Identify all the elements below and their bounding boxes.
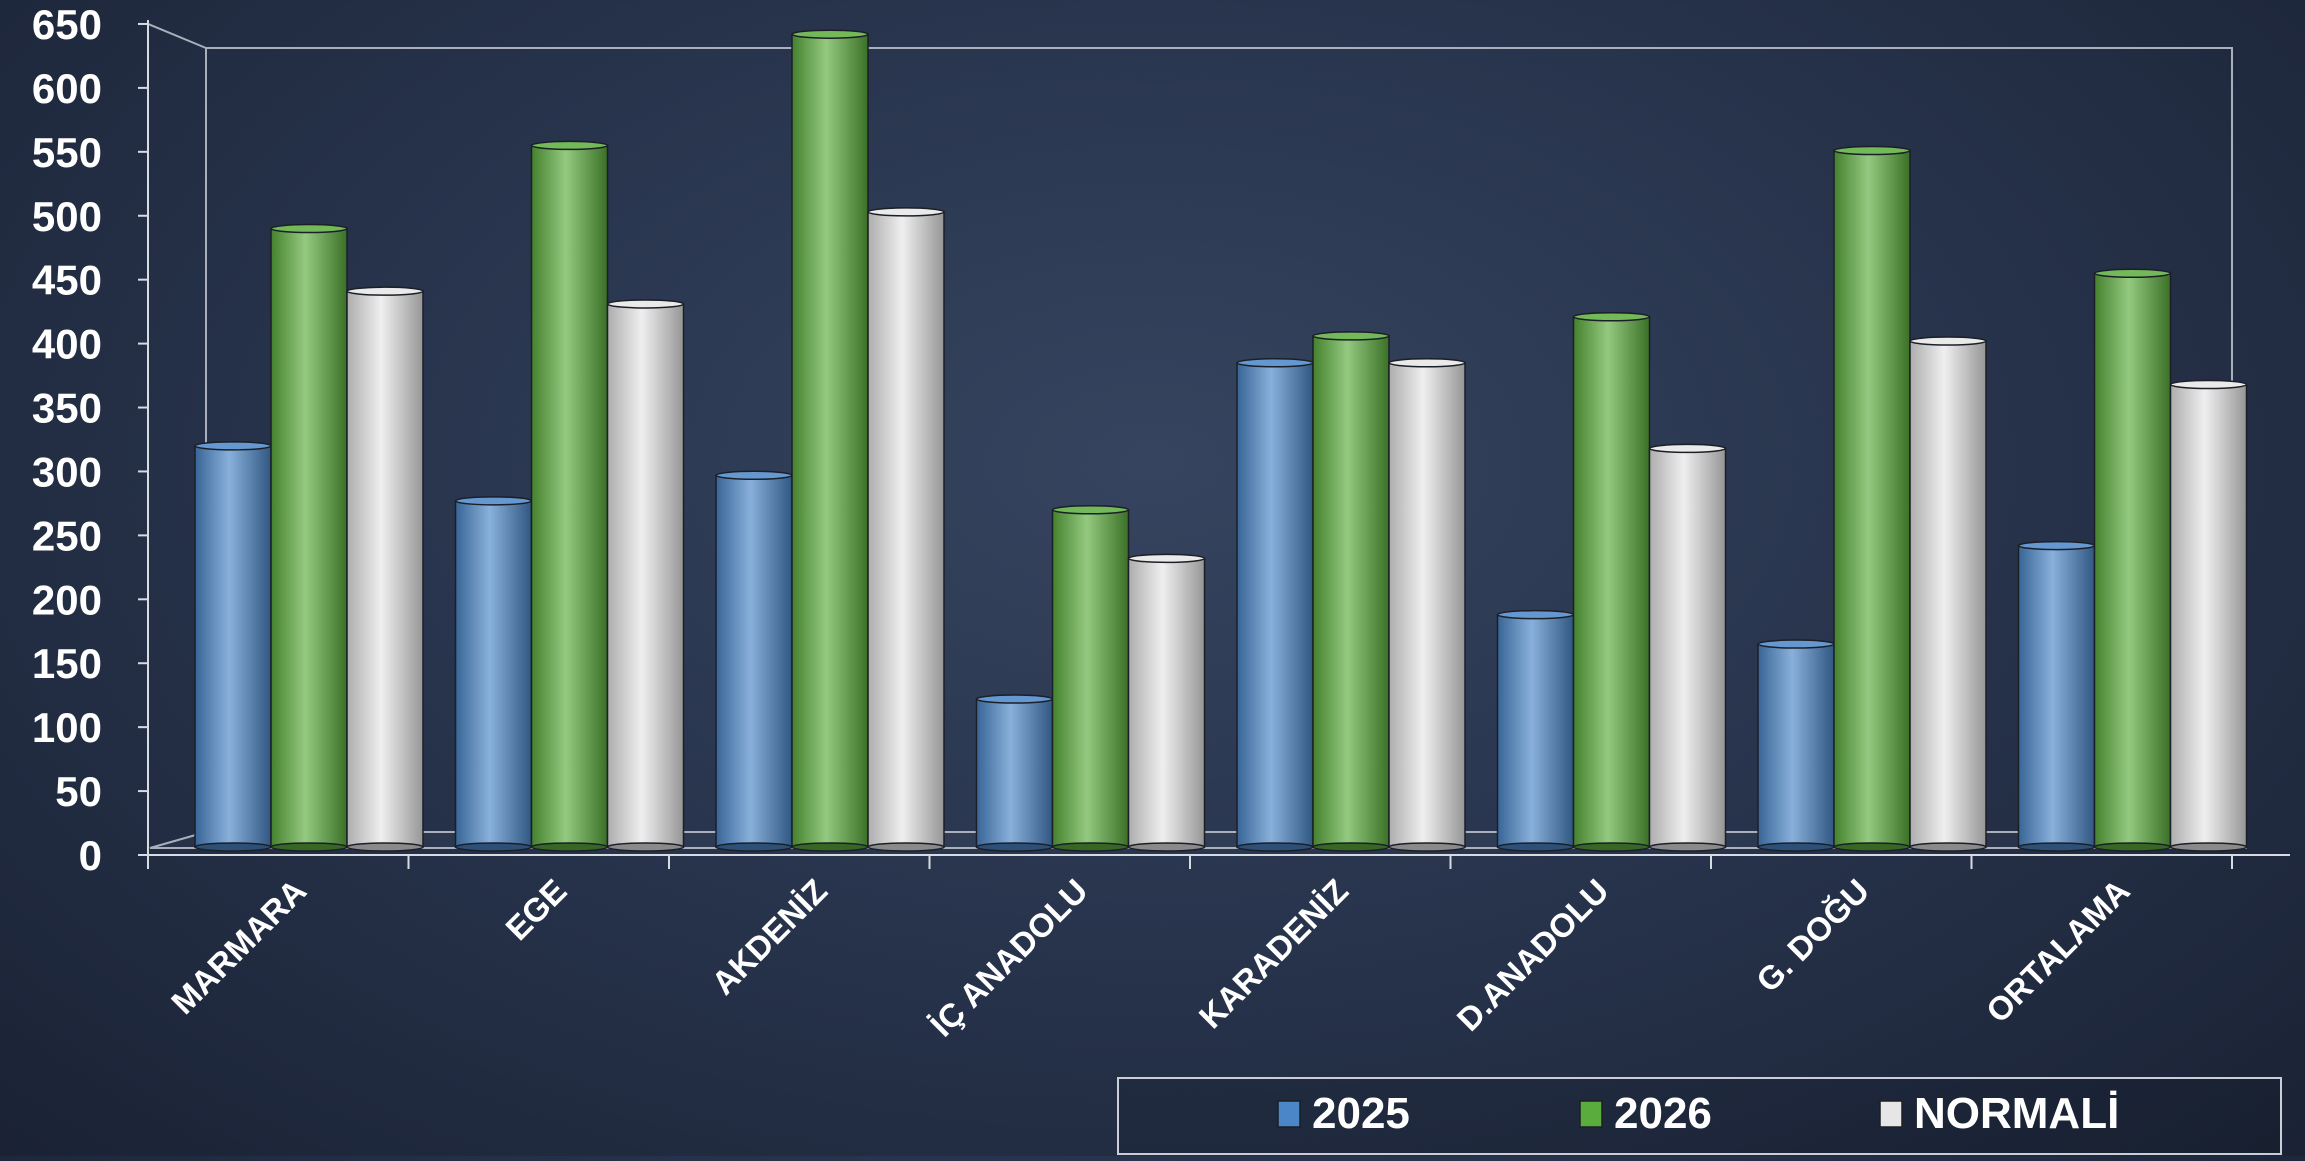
category-label-ege: EGE — [498, 872, 573, 947]
bar-ortalama-2026 — [2093, 268, 2172, 852]
y-tick-label: 200 — [32, 576, 102, 623]
category-label-ortalama: ORTALAMA — [1979, 872, 2137, 1030]
legend-item-2025: 2025 — [1277, 1089, 1410, 1138]
bar-ic-anadolu-2025 — [975, 694, 1054, 852]
bar-g-dogu-2025 — [1757, 639, 1835, 852]
legend: 2025 2026 NORMALİ — [1117, 1077, 2282, 1155]
y-tick-label: 450 — [32, 257, 102, 304]
bar-d-anadolu-normali — [1648, 443, 1727, 852]
bar-akdeniz-2026 — [791, 29, 869, 852]
bar-ege-2026 — [530, 140, 609, 852]
bar-ortalama-2025 — [2017, 540, 2096, 852]
wall-edge — [147, 23, 207, 49]
y-tick-label: 50 — [55, 768, 102, 815]
legend-label: 2026 — [1614, 1089, 1712, 1138]
legend-swatch — [1579, 1100, 1603, 1128]
category-label-akdeniz: AKDENİZ — [704, 872, 834, 1002]
y-tick-label: 500 — [32, 193, 102, 240]
bar-akdeniz-2025 — [715, 470, 793, 852]
y-axis: 0 50 100 150 200 250 300 350 400 450 500 550 600 650 — [32, 1, 149, 879]
legend-label: 2025 — [1312, 1089, 1410, 1138]
y-tick-label: 550 — [32, 129, 102, 176]
y-tick-label: 0 — [79, 832, 102, 879]
bar-ic-anadolu-2026 — [1051, 505, 1130, 852]
legend-item-2026: 2026 — [1579, 1089, 1712, 1138]
bar-karadeniz-2026 — [1312, 331, 1390, 852]
category-label-ic-anadolu: İÇ ANADOLU — [923, 872, 1095, 1044]
legend-box — [1117, 1077, 2282, 1155]
legend-label: NORMALİ — [1914, 1089, 2119, 1138]
bar-marmara-2026 — [270, 223, 348, 852]
y-tick-label: 650 — [32, 1, 102, 48]
bar-ortalama-normali — [2169, 379, 2248, 852]
bar-karadeniz-normali — [1388, 358, 1466, 852]
y-tick-label: 250 — [32, 512, 102, 559]
bar-akdeniz-normali — [867, 207, 945, 852]
y-tick-label: 100 — [32, 704, 102, 751]
category-label-karadeniz: KARADENİZ — [1192, 872, 1356, 1036]
category-label-marmara: MARMARA — [164, 872, 313, 1021]
legend-item-normali: NORMALİ — [1879, 1089, 2119, 1138]
bar-d-anadolu-2026 — [1572, 312, 1651, 852]
bar-marmara-normali — [346, 286, 424, 852]
y-tick-label: 400 — [32, 321, 102, 368]
y-tick-label: 350 — [32, 385, 102, 432]
y-tick-label: 600 — [32, 65, 102, 112]
y-tick-label: 150 — [32, 640, 102, 687]
bar-marmara-2025 — [194, 441, 272, 852]
legend-swatch — [1277, 1100, 1301, 1128]
category-label-g-dogu: G. DOĞU — [1749, 872, 1876, 999]
bar-ege-2025 — [454, 496, 533, 852]
legend-swatch — [1879, 1100, 1903, 1128]
bars-group — [194, 29, 2248, 852]
category-label-d-anadolu: D.ANADOLU — [1450, 872, 1616, 1038]
y-tick-label: 300 — [32, 448, 102, 495]
bar-g-dogu-2026 — [1833, 145, 1911, 852]
bar-ege-normali — [606, 299, 685, 852]
bar-ic-anadolu-normali — [1127, 553, 1206, 852]
bar-d-anadolu-2025 — [1496, 609, 1575, 852]
x-axis: MARMARA EGE AKDENİZ İÇ ANADOLU KARADENİZ D.AN… — [147, 854, 2290, 1044]
bar-karadeniz-2025 — [1236, 358, 1314, 852]
bar-g-dogu-normali — [1909, 336, 1987, 852]
